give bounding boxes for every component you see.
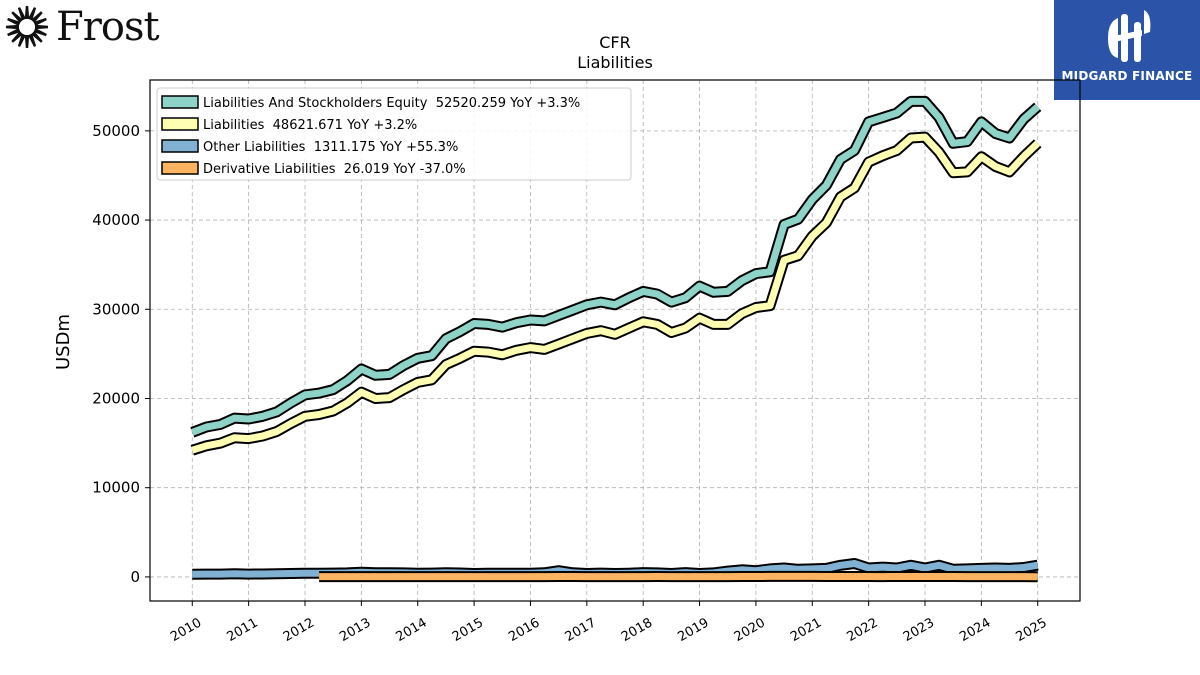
frost-logo-text: Frost <box>56 4 160 50</box>
sunburst-ray <box>11 11 23 23</box>
x-tick-label: 2011 <box>224 615 260 645</box>
legend-swatch <box>161 117 199 131</box>
x-tick-label: 2015 <box>450 615 486 645</box>
x-tick-label: 2023 <box>901 615 937 645</box>
plot-frame <box>149 79 1081 602</box>
sunburst-ray <box>31 11 43 23</box>
legend-label: Liabilities 48621.671 YoY +3.2% <box>203 118 417 133</box>
legend-swatch <box>161 161 199 175</box>
y-tick-label: 0 <box>130 568 140 586</box>
legend-swatch <box>161 139 199 153</box>
legend-swatch <box>161 95 199 109</box>
chart-subtitle: Liabilities <box>577 53 653 72</box>
midgard-finance-logo: MIDGARD FINANCE <box>1054 0 1200 100</box>
sunburst-ray <box>35 24 48 30</box>
x-tick-label: 2022 <box>844 615 880 645</box>
y-tick-label: 40000 <box>92 211 140 229</box>
x-tick-label: 2014 <box>394 615 430 645</box>
sunburst-ray <box>33 28 47 37</box>
x-tick-label: 2010 <box>168 615 204 645</box>
x-tick-label: 2021 <box>788 615 824 645</box>
series-line-0 <box>191 97 1041 436</box>
sunburst-ray <box>7 28 21 37</box>
sunburst-ray <box>11 31 23 43</box>
x-tick-label: 2016 <box>506 615 542 645</box>
x-axis-ticks: 2010 2011 2012 2013 2014 2015 2016 2017 2018 2019… <box>168 601 1050 645</box>
x-tick-label: 2019 <box>675 615 711 645</box>
y-tick-label: 10000 <box>92 479 140 497</box>
y-axis-ticks: 0 10000 20000 30000 40000 50000 <box>92 122 150 586</box>
frost-sunburst-icon <box>6 6 48 48</box>
legend-box <box>156 87 632 181</box>
series-outline-1 <box>190 131 1042 456</box>
chart-title: CFR <box>599 33 631 52</box>
y-axis-label: USDm <box>53 314 74 370</box>
legend-label: Liabilities And Stockholders Equity 5252… <box>203 96 580 111</box>
sunburst-ray <box>31 31 43 43</box>
midgard-logo-text: MIDGARD FINANCE <box>1061 69 1193 83</box>
sunburst-ray <box>28 7 37 21</box>
y-tick-label: 20000 <box>92 389 140 407</box>
series-layer <box>190 95 1042 583</box>
y-tick-label: 30000 <box>92 300 140 318</box>
x-tick-label: 2024 <box>957 615 993 645</box>
sunburst-ray <box>24 6 30 19</box>
x-tick-label: 2020 <box>732 615 768 645</box>
legend-label: Other Liabilities 1311.175 YoY +55.3% <box>203 140 458 155</box>
x-tick-label: 2025 <box>1014 615 1050 645</box>
y-tick-label: 50000 <box>92 122 140 140</box>
frost-logo: Frost <box>4 4 160 50</box>
sunburst-ray <box>7 17 21 26</box>
legend-label: Derivative Liabilities 26.019 YoY -37.0% <box>203 162 466 177</box>
sunburst-ray <box>6 24 19 30</box>
series-line-1 <box>191 133 1041 454</box>
sunburst-ray <box>17 33 26 47</box>
x-tick-label: 2018 <box>619 615 655 645</box>
x-tick-label: 2017 <box>563 615 599 645</box>
midgard-monogram-icon <box>1108 10 1151 62</box>
x-tick-label: 2013 <box>337 615 373 645</box>
sunburst-ray <box>33 17 47 26</box>
x-tick-label: 2012 <box>281 615 317 645</box>
sunburst-ray <box>28 33 37 47</box>
legend: Liabilities And Stockholders Equity 5252… <box>156 87 632 181</box>
sunburst-ray <box>17 7 26 21</box>
sunburst-ray <box>24 35 30 48</box>
